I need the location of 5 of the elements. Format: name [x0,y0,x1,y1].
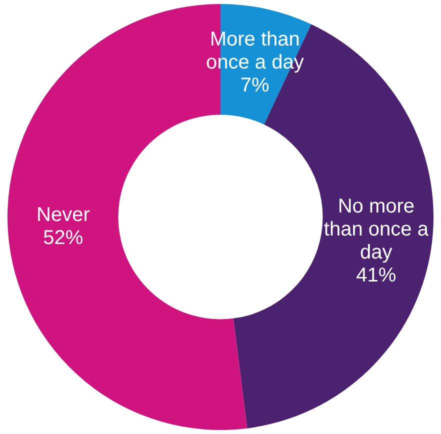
data-label: 41% [356,264,396,287]
data-label: 52% [43,226,84,249]
slice-label: No more than once a day [324,196,430,264]
data-label: 7% [240,74,270,97]
slice-label: Never [36,204,90,226]
